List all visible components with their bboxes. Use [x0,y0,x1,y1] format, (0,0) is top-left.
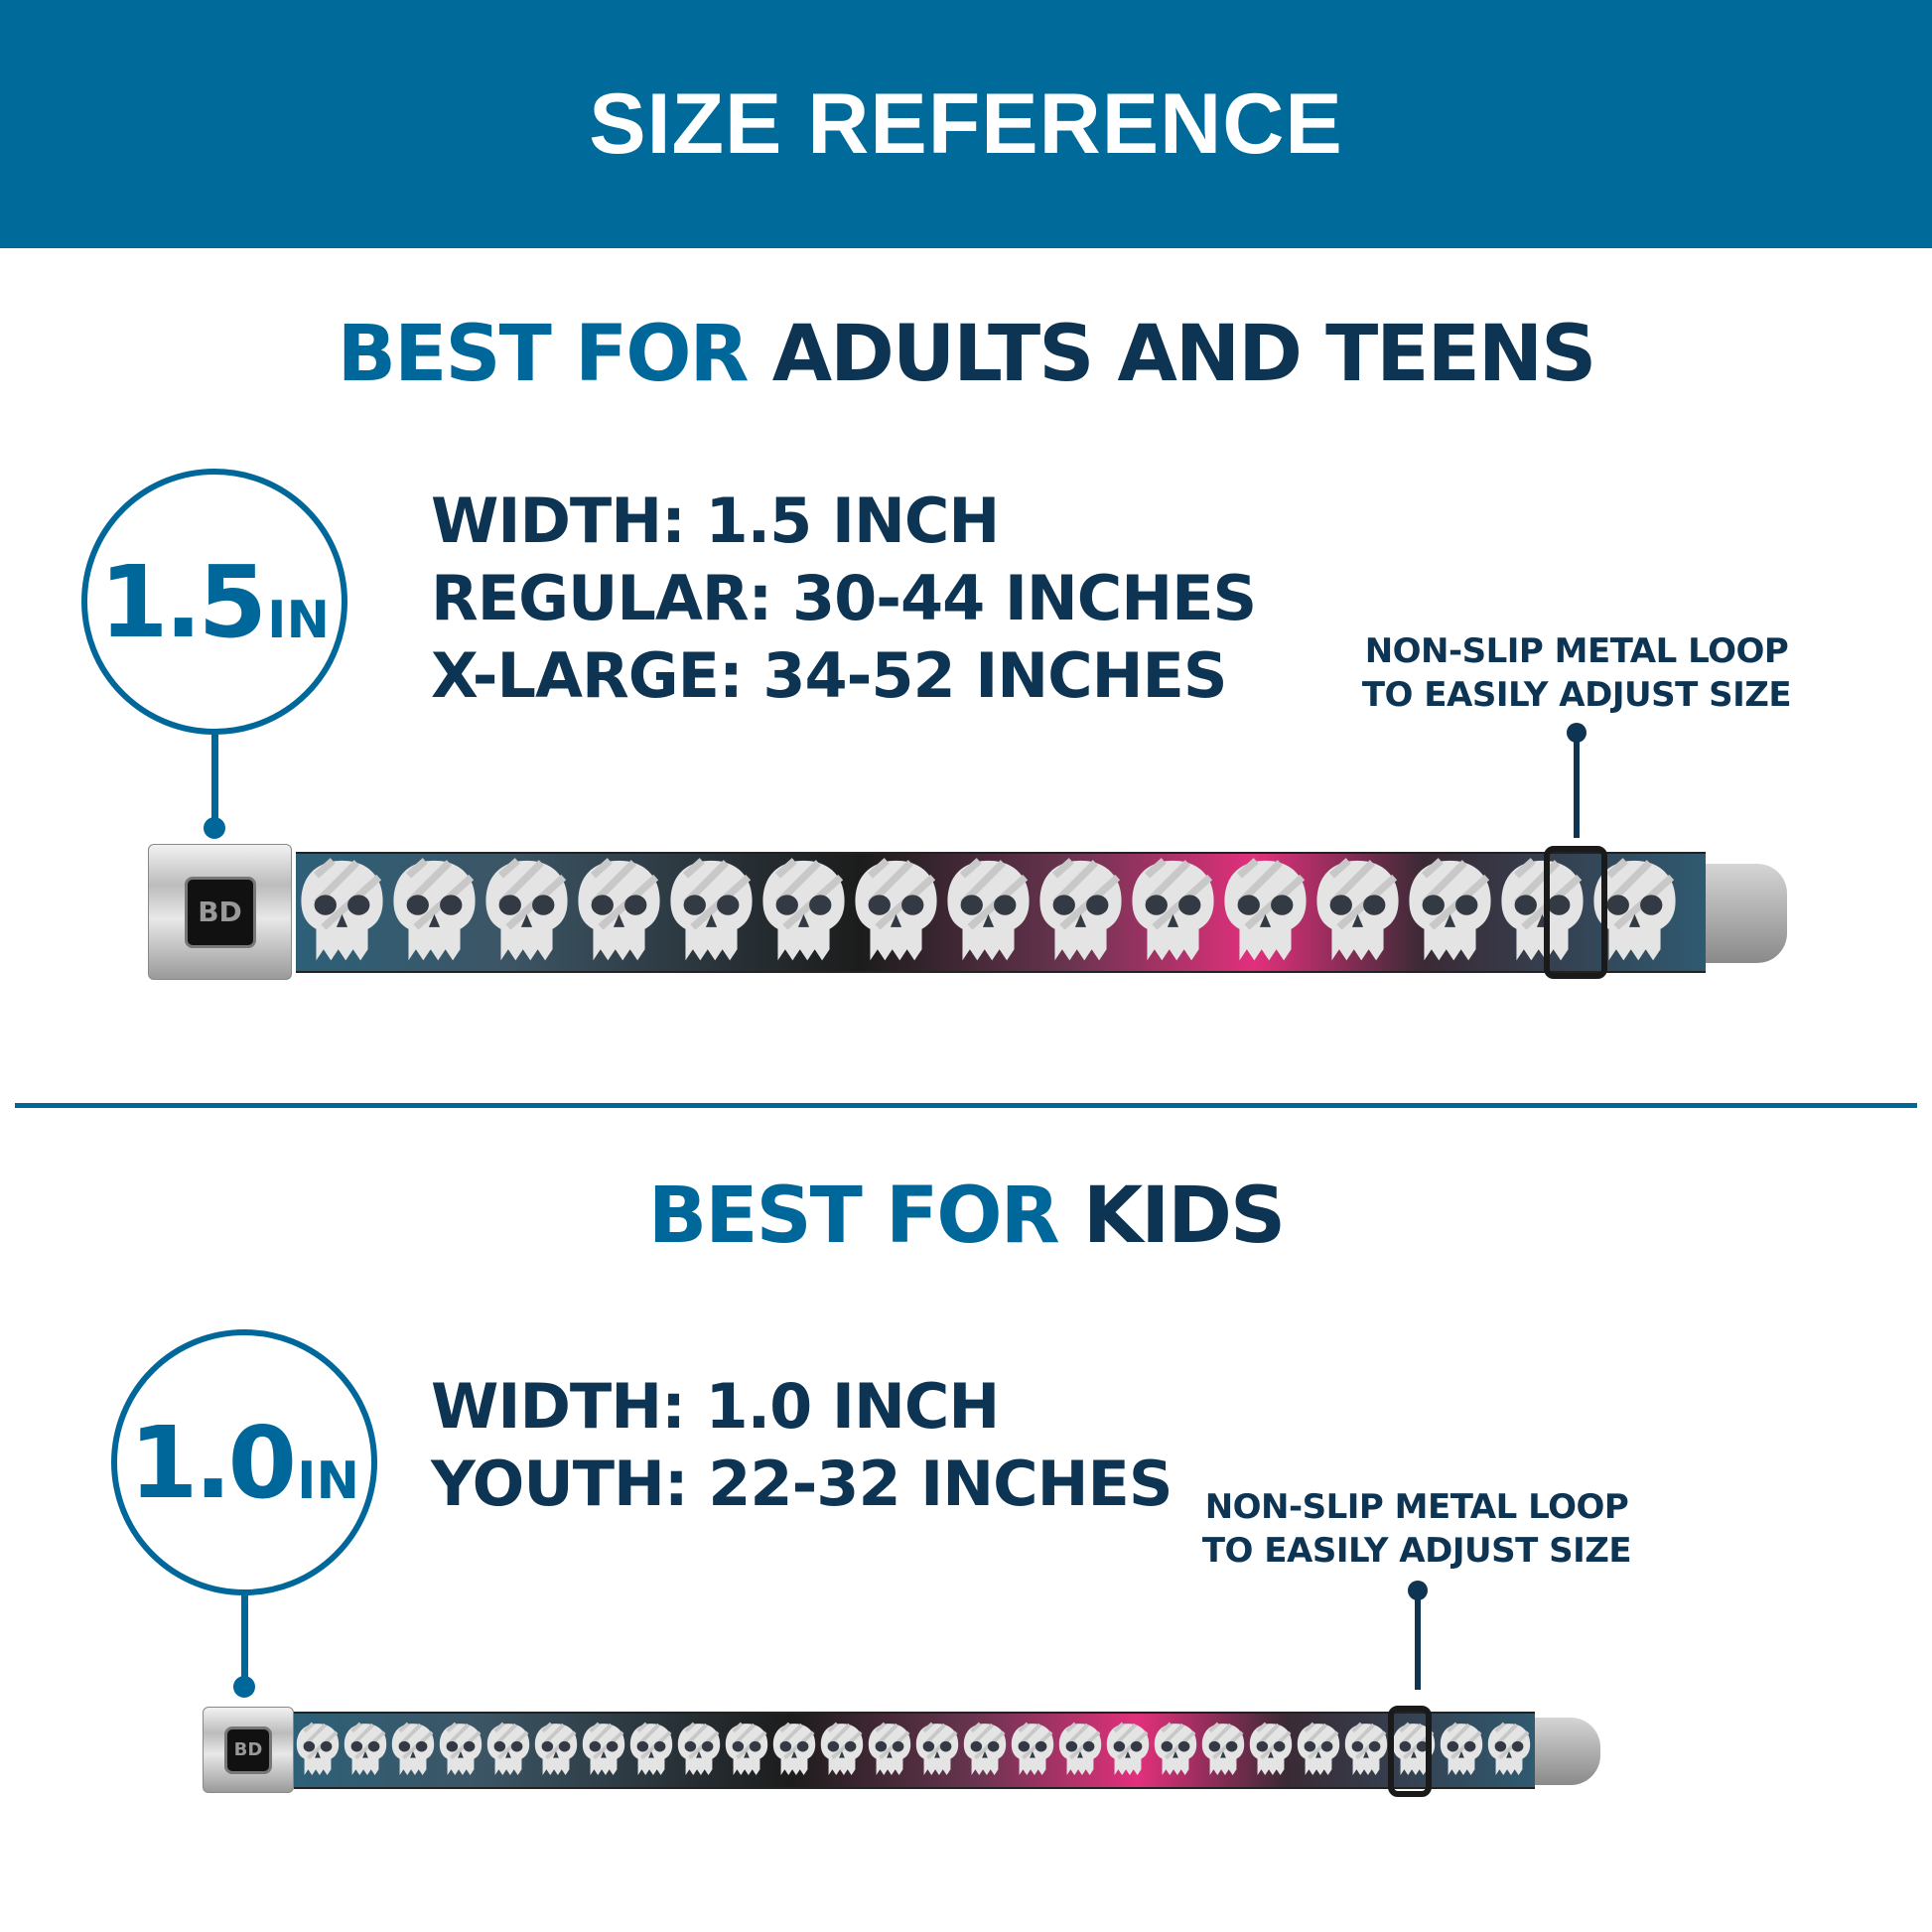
skull-icon [1106,1722,1150,1775]
badge-unit: IN [297,1451,360,1511]
logo-icon: BD [224,1725,272,1774]
spec-youth: YOUTH: 22-32 INCHES [431,1448,1173,1520]
belt-strap-adult [296,852,1706,973]
skull-icon [868,1722,911,1775]
note-line: NON-SLIP METAL LOOP [1364,631,1789,671]
width-badge-1-5: 1.5 IN [81,469,347,735]
title-main: KIDS [1082,1172,1286,1261]
logo-text: BD [233,1739,263,1760]
loop-note-adults: NON-SLIP METAL LOOP TO EASILY ADJUST SIZ… [1328,629,1825,717]
skull-icon [1392,1722,1436,1775]
section-divider [15,1103,1917,1108]
skull-icon [762,858,845,961]
spec-regular: REGULAR: 30-44 INCHES [431,562,1257,634]
note-line: TO EASILY ADJUST SIZE [1201,1531,1632,1571]
header-banner: SIZE REFERENCE [0,0,1932,248]
skull-icon [486,1722,530,1775]
page-title: SIZE REFERENCE [589,75,1343,172]
logo-text: BD [198,896,242,928]
skull-icon [296,1722,340,1775]
skull-icon [1316,858,1399,961]
section-title-adults: BEST FOR ADULTS AND TEENS [0,310,1932,399]
skull-icon [1224,858,1307,961]
skull-icon [1058,1722,1102,1775]
buckle-adult: BD [148,844,292,980]
logo-icon: BD [184,876,256,948]
note-line-connector [1415,1590,1421,1690]
skull-icon [439,1722,483,1775]
skull-icon [1039,858,1122,961]
skull-icon [820,1722,864,1775]
spec-width: WIDTH: 1.5 INCH [431,484,1000,557]
skull-icon [947,858,1030,961]
skull-icon [915,1722,959,1775]
kid-specs: WIDTH: 1.0 INCH YOUTH: 22-32 INCHES [431,1368,1173,1523]
buckle-kids: BD [203,1707,294,1793]
skull-icon [485,858,568,961]
badge-connector-dot [204,817,225,839]
title-prefix: BEST FOR [337,310,750,399]
skull-icon [1440,1722,1483,1775]
skull-icon [1132,858,1214,961]
badge-connector-line [211,730,218,829]
skull-icon [670,858,753,961]
skull-icon [1154,1722,1197,1775]
skull-icon [391,1722,435,1775]
title-main: ADULTS AND TEENS [771,310,1597,399]
loop-note-kids: NON-SLIP METAL LOOP TO EASILY ADJUST SIZ… [1169,1485,1665,1573]
skull-icon [582,1722,625,1775]
skull-icon [393,858,476,961]
skull-icon [725,1722,768,1775]
badge-number: 1.5 [98,543,267,660]
spec-xlarge: X-LARGE: 34-52 INCHES [431,639,1228,712]
badge-connector-line [241,1588,248,1688]
skull-icon [1487,1722,1531,1775]
belt-strap-kids [294,1712,1535,1789]
title-prefix: BEST FOR [647,1172,1060,1261]
skull-icon [1593,858,1676,961]
skull-icon [1409,858,1491,961]
skull-icon [963,1722,1007,1775]
note-line-connector [1574,733,1580,838]
skull-icon [534,1722,578,1775]
badge-connector-dot [233,1676,255,1698]
metal-loop-icon [1388,1706,1432,1797]
adult-specs: WIDTH: 1.5 INCH REGULAR: 30-44 INCHES X-… [431,483,1257,715]
badge-unit: IN [267,591,331,650]
skull-icon [772,1722,816,1775]
spec-width: WIDTH: 1.0 INCH [431,1370,1000,1443]
skull-icon [344,1722,387,1775]
skull-icon [1201,1722,1245,1775]
skull-icon [1249,1722,1293,1775]
skull-icon [578,858,660,961]
width-badge-1-0: 1.0 IN [111,1329,377,1595]
skull-icon [629,1722,673,1775]
badge-number: 1.0 [128,1404,297,1521]
note-line: TO EASILY ADJUST SIZE [1361,675,1792,715]
skull-icon [1011,1722,1054,1775]
skull-icon [677,1722,721,1775]
skull-icon [301,858,383,961]
skull-icon [1344,1722,1388,1775]
skull-icon [855,858,937,961]
skull-icon [1297,1722,1340,1775]
section-title-kids: BEST FOR KIDS [0,1172,1932,1261]
metal-loop-icon [1544,846,1607,979]
note-line: NON-SLIP METAL LOOP [1204,1487,1629,1527]
